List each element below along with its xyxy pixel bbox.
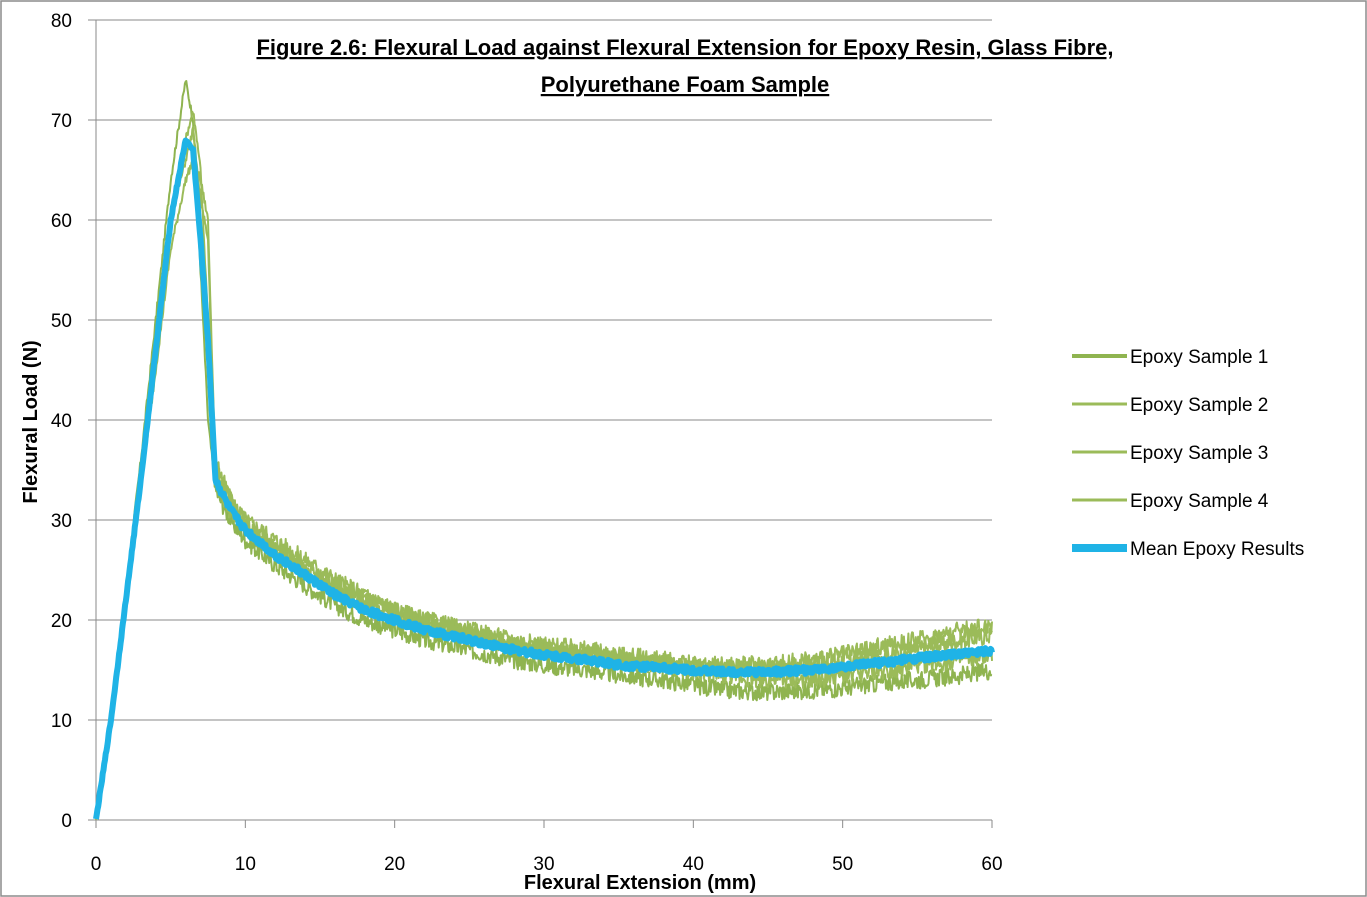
y-tick-label: 80 bbox=[51, 11, 72, 32]
y-tick-label: 30 bbox=[51, 511, 72, 532]
y-tick-label: 20 bbox=[51, 611, 72, 632]
legend-label-1: Epoxy Sample 1 bbox=[1130, 347, 1268, 368]
axes bbox=[88, 19, 993, 828]
y-tick-label: 0 bbox=[61, 811, 72, 832]
legend: Epoxy Sample 1 Epoxy Sample 2 Epoxy Sample… bbox=[1072, 347, 1304, 560]
legend-label-4: Epoxy Sample 4 bbox=[1130, 491, 1269, 512]
series-line-5 bbox=[93, 137, 995, 820]
legend-label-2: Epoxy Sample 2 bbox=[1130, 395, 1268, 416]
x-tick-label: 60 bbox=[981, 854, 1002, 875]
chart-title-line-1: Figure 2.6: Flexural Load against Flexur… bbox=[256, 35, 1113, 60]
x-axis-title: Flexural Extension (mm) bbox=[524, 872, 756, 894]
y-tick-label: 40 bbox=[51, 411, 72, 432]
tick-labels: 0 10 20 30 40 50 60 70 80 0 10 20 30 40 50 60 bbox=[51, 11, 1003, 875]
y-tick-label: 10 bbox=[51, 711, 72, 732]
legend-label-3: Epoxy Sample 3 bbox=[1130, 443, 1268, 464]
x-tick-label: 30 bbox=[533, 854, 554, 875]
x-tick-label: 40 bbox=[683, 854, 704, 875]
gridlines bbox=[96, 19, 992, 721]
x-tick-label: 50 bbox=[832, 854, 853, 875]
chart-title-line-2: Polyurethane Foam Sample bbox=[541, 72, 830, 97]
y-tick-label: 70 bbox=[51, 111, 72, 132]
series-line-1 bbox=[95, 80, 993, 818]
x-tick-label: 10 bbox=[235, 854, 256, 875]
series-lines bbox=[93, 80, 995, 821]
y-tick-label: 50 bbox=[51, 311, 72, 332]
y-tick-label: 60 bbox=[51, 211, 72, 232]
y-axis-title: Flexural Load (N) bbox=[20, 340, 42, 503]
legend-label-5: Mean Epoxy Results bbox=[1130, 539, 1304, 560]
x-tick-label: 20 bbox=[384, 854, 405, 875]
x-tick-label: 0 bbox=[91, 854, 102, 875]
